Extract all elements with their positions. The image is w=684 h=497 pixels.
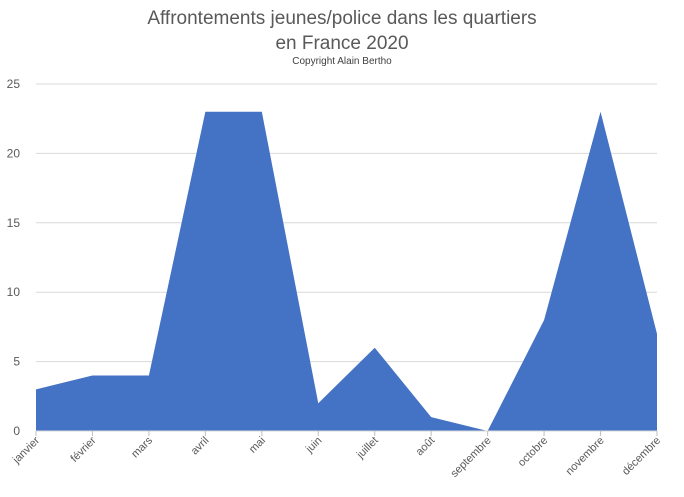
x-tick-label: mai (247, 435, 268, 456)
x-tick-label: juillet (354, 435, 381, 462)
y-tick-label: 5 (13, 355, 20, 369)
x-tick-label: février (68, 434, 98, 464)
chart-title-line-1: Affrontements jeunes/police dans les qua… (147, 8, 537, 29)
y-tick-label: 0 (13, 424, 20, 438)
chart-subtitle: Copyright Alain Bertho (292, 56, 392, 67)
x-tick-label: janvier (10, 434, 42, 466)
y-tick-label: 10 (7, 285, 21, 299)
x-tick-label: décembre (620, 435, 663, 478)
chart-title-line-2: en France 2020 (275, 33, 409, 54)
x-tick-label: mars (129, 434, 155, 460)
x-tick-label: août (414, 435, 438, 459)
x-tick-label: juin (303, 435, 324, 456)
x-tick-label: novembre (564, 435, 607, 478)
x-tick-label: avril (189, 435, 212, 458)
x-tick-label: octobre (516, 435, 550, 469)
y-tick-label: 15 (7, 216, 21, 230)
y-tick-label: 20 (7, 146, 21, 160)
series-area-0 (36, 111, 657, 431)
y-tick-label: 25 (7, 77, 21, 91)
x-tick-label: septembre (449, 435, 494, 480)
